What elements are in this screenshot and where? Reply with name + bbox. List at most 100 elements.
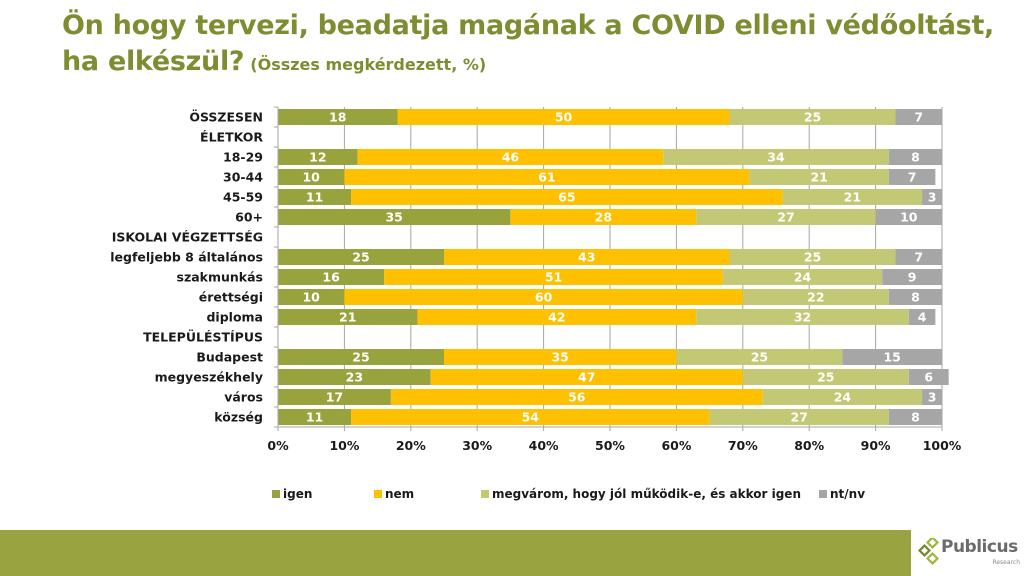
data-label: 3 bbox=[928, 390, 937, 405]
legend-item-igen: igen bbox=[272, 487, 312, 501]
bar-segment bbox=[444, 349, 677, 365]
bar-segment bbox=[742, 369, 909, 385]
data-label: 42 bbox=[548, 310, 565, 325]
data-label: 24 bbox=[834, 390, 852, 405]
data-label: 54 bbox=[522, 410, 540, 425]
data-label: 9 bbox=[908, 270, 917, 285]
bar-segment bbox=[344, 169, 750, 185]
data-label: 17 bbox=[326, 390, 343, 405]
data-label: 7 bbox=[908, 170, 917, 185]
data-label: 16 bbox=[322, 270, 340, 285]
x-tick-label: 80% bbox=[794, 438, 824, 453]
logo-diamonds-icon bbox=[917, 538, 940, 566]
bar-segment bbox=[278, 149, 358, 165]
bar-segment bbox=[908, 369, 949, 385]
bar-segment bbox=[922, 389, 942, 405]
legend-swatch-megvarom bbox=[481, 490, 489, 498]
data-label: 6 bbox=[924, 370, 933, 385]
logo-text: Publicus bbox=[941, 537, 1018, 557]
bar-segment bbox=[676, 349, 843, 365]
data-label: 65 bbox=[558, 190, 575, 205]
bar-segment bbox=[663, 149, 889, 165]
data-label: 15 bbox=[883, 350, 900, 365]
data-label: 27 bbox=[791, 410, 808, 425]
data-label: 34 bbox=[767, 150, 785, 165]
bar-segment bbox=[742, 289, 889, 305]
title-main: Ön hogy tervezi, beadatja magának a COVI… bbox=[62, 10, 995, 77]
data-label: 10 bbox=[302, 290, 320, 305]
category-label: város bbox=[224, 390, 263, 405]
data-label: 35 bbox=[385, 210, 402, 225]
category-label: 18-29 bbox=[223, 150, 263, 165]
legend: igen nem megvárom, hogy jól működik-e, é… bbox=[0, 487, 1024, 507]
bar-segment bbox=[278, 409, 352, 425]
bar-segment bbox=[922, 189, 942, 205]
x-tick-label: 70% bbox=[728, 438, 758, 453]
bar-segment bbox=[417, 309, 697, 325]
category-label: község bbox=[214, 410, 263, 425]
legend-label: igen bbox=[283, 487, 313, 501]
category-label: legfeljebb 8 általános bbox=[110, 250, 263, 265]
data-label: 24 bbox=[794, 270, 812, 285]
logo-subtext: Research bbox=[992, 559, 1020, 566]
data-label: 22 bbox=[807, 290, 824, 305]
bar-segment bbox=[722, 269, 883, 285]
bar-segment bbox=[875, 209, 942, 225]
category-label: 30-44 bbox=[223, 170, 263, 185]
category-label: diploma bbox=[206, 310, 263, 325]
bar-segment bbox=[696, 309, 909, 325]
data-label: 18 bbox=[329, 110, 346, 125]
data-label: 11 bbox=[306, 190, 323, 205]
bar-segment bbox=[278, 209, 511, 225]
bar-segment bbox=[510, 209, 697, 225]
legend-swatch-igen bbox=[272, 490, 280, 498]
bar-segment bbox=[762, 389, 923, 405]
bar-segment bbox=[696, 209, 876, 225]
legend-swatch-ntnv bbox=[819, 490, 827, 498]
bar-segment bbox=[278, 109, 398, 125]
data-label: 46 bbox=[502, 150, 520, 165]
bar-segment bbox=[888, 409, 942, 425]
title-subtitle: (Összes megkérdezett, %) bbox=[250, 55, 487, 74]
legend-label: megvárom, hogy jól működik-e, és akkor i… bbox=[492, 487, 801, 501]
data-label: 3 bbox=[928, 190, 937, 205]
category-label: ÖSSZESEN bbox=[189, 110, 263, 125]
bar-segment bbox=[888, 289, 942, 305]
bar-segment bbox=[397, 109, 730, 125]
data-label: 60 bbox=[535, 290, 553, 305]
category-label: ISKOLAI VÉGZETTSÉG bbox=[112, 230, 263, 245]
category-label: megyeszékhely bbox=[155, 370, 263, 385]
x-tick-label: 40% bbox=[529, 438, 559, 453]
legend-item-ntnv: nt/nv bbox=[819, 487, 865, 501]
bar-segment bbox=[278, 169, 345, 185]
bar-segment bbox=[278, 389, 391, 405]
bar-segment bbox=[842, 349, 942, 365]
y-axis bbox=[274, 106, 942, 428]
x-tick-label: 0% bbox=[267, 438, 289, 453]
data-label: 25 bbox=[352, 250, 369, 265]
category-label: Budapest bbox=[196, 350, 263, 365]
x-tick-label: 90% bbox=[861, 438, 891, 453]
bar-segment bbox=[357, 149, 664, 165]
bar-segment bbox=[895, 249, 942, 265]
data-label: 8 bbox=[911, 410, 920, 425]
data-label: 8 bbox=[911, 290, 920, 305]
bar-segment bbox=[749, 169, 889, 185]
bar-segment bbox=[709, 409, 889, 425]
legend-swatch-nem bbox=[374, 490, 382, 498]
page-title: Ön hogy tervezi, beadatja magának a COVI… bbox=[62, 8, 1002, 83]
category-label: érettségi bbox=[199, 290, 263, 305]
data-label: 32 bbox=[794, 310, 811, 325]
bar-segment bbox=[882, 269, 942, 285]
bar-segment bbox=[888, 169, 936, 185]
x-tick-label: 60% bbox=[661, 438, 691, 453]
bar-segment bbox=[278, 189, 352, 205]
data-label: 25 bbox=[804, 110, 821, 125]
legend-label: nem bbox=[385, 487, 415, 501]
data-label: 47 bbox=[578, 370, 595, 385]
bar-segment bbox=[444, 249, 730, 265]
bar-segment bbox=[278, 249, 444, 265]
footer-bar bbox=[0, 530, 911, 576]
